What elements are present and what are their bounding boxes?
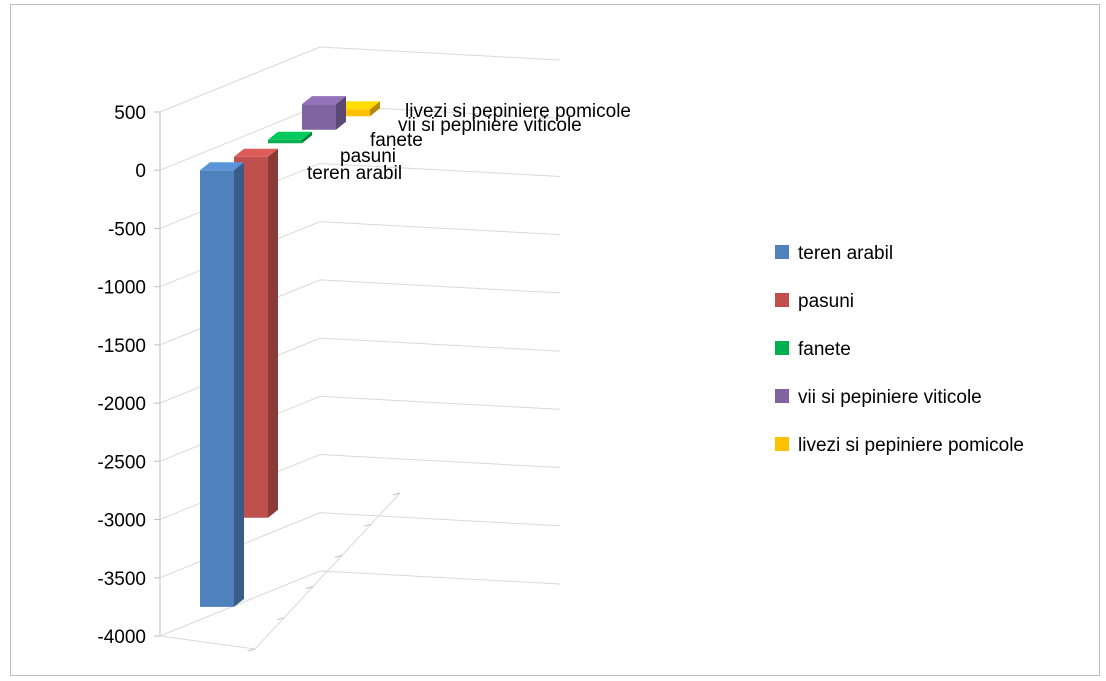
bars [200,96,380,607]
legend-label: teren arabil [798,243,893,264]
depth-tick [334,554,343,558]
bar-vii-si-pepiniere-viticole-top [302,96,346,105]
bar-livezi-si-pepiniere-pomicole-top [336,101,380,110]
legend-item-pasuni: pasuni [775,291,854,312]
legend-item-teren-arabil: teren arabil [775,243,893,264]
bar-livezi-si-pepiniere-pomicole-side [370,101,380,117]
y-tick-label: -500 [108,219,146,240]
category-label-livezi-si-pepiniere-pomicole: livezi si pepiniere pomicole [405,101,631,122]
bar-fanete-front [268,139,302,144]
depth-tick [363,523,372,527]
bar-teren-arabil-front [200,170,234,607]
bar-fanete [268,131,312,144]
y-tick-label: -3500 [97,569,146,590]
legend: teren arabil pasuni fanete vii si pepiniere… [775,243,1024,456]
legend-item-livezi-si-pepiniere-pomicole: livezi si pepiniere pomicole [775,435,1024,456]
y-tick-label: -2000 [97,394,146,415]
bar-pasuni-top [234,148,278,157]
bar-teren-arabil-top [200,162,244,171]
gridline--4000 [159,570,561,637]
legend-swatch [775,389,789,403]
category-label-vii-si-pepiniere-viticole: vii si pepiniere viticole [398,115,582,136]
legend-label: livezi si pepiniere pomicole [798,435,1024,456]
bar-fanete-top [268,131,312,140]
gridline-500 [159,46,561,113]
legend-swatch [775,293,789,307]
bar-fanete-side [302,131,312,144]
y-tick-label: -1500 [97,336,146,357]
bar-teren-arabil [200,162,244,607]
category-label-fanete: fanete [370,130,423,151]
legend-swatch [775,245,789,259]
floor-edge [159,492,401,650]
legend-label: vii si pepiniere viticole [798,387,982,408]
bar-pasuni-side [268,148,278,518]
bar-vii-si-pepiniere-viticole [302,96,346,130]
category-label-pasuni: pasuni [340,146,396,167]
y-tick-label: 500 [114,103,146,124]
bar-teren-arabil-side [234,162,244,607]
y-tick-label: -3000 [97,511,146,532]
chart-area [10,4,1100,676]
y-tick-label: 0 [135,161,146,182]
depth-tick [276,617,285,621]
legend-item-vii-si-pepiniere-viticole: vii si pepiniere viticole [775,387,982,408]
bar-vii-si-pepiniere-viticole-front [302,104,336,130]
y-tick-label: -2500 [97,452,146,473]
legend-swatch [775,437,789,451]
y-tick-label: -1000 [97,278,146,299]
category-label-teren-arabil: teren arabil [307,163,402,184]
bar-vii-si-pepiniere-viticole-side [336,96,346,130]
axes: 500 0 -500 -1000 -1500 -2000 -2500 -3000 -3500 -4… [97,103,401,652]
legend-swatch [775,341,789,355]
legend-label: pasuni [798,291,854,312]
depth-tick [392,492,401,496]
y-tick-label: -4000 [97,627,146,648]
legend-item-fanete: fanete [775,339,851,360]
legend-label: fanete [798,339,851,360]
depth-tick [247,648,256,652]
depth-tick [305,586,314,590]
